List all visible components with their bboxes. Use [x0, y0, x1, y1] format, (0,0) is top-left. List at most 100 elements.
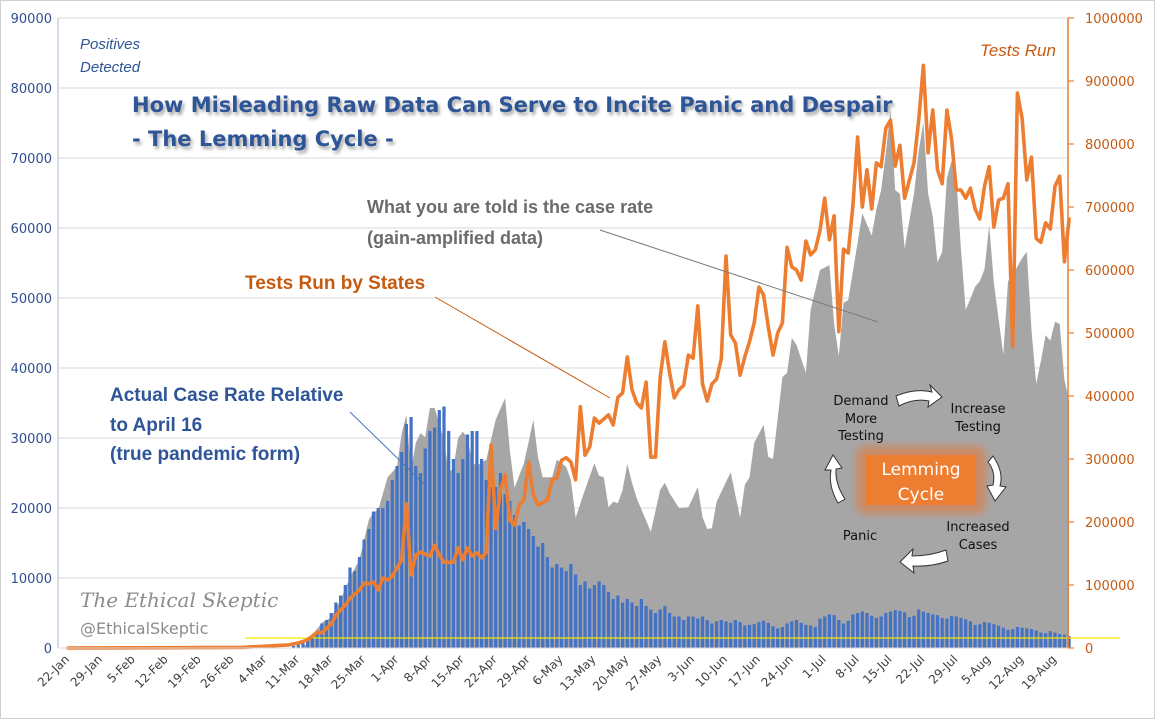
case-bar — [527, 529, 531, 648]
case-bar — [428, 431, 432, 648]
right-tick-label: 300000 — [1085, 453, 1135, 468]
case-bar — [480, 459, 484, 648]
cycle-demand-line3: Testing — [837, 429, 884, 444]
case-bar — [992, 624, 996, 648]
left-tick-label: 30000 — [11, 432, 52, 447]
case-bar — [616, 595, 620, 648]
case-bar — [574, 574, 578, 648]
case-bar — [545, 557, 549, 648]
case-bar — [583, 581, 587, 648]
x-tick-label: 22-Apr — [462, 652, 500, 690]
case-bar — [494, 487, 498, 648]
case-bar — [912, 615, 916, 648]
case-bar — [606, 592, 611, 648]
x-tick-label: 22-Jul — [893, 652, 927, 686]
case-bar — [978, 624, 982, 648]
case-bar — [517, 525, 521, 648]
case-bar — [658, 609, 662, 648]
chart-title: How Misleading Raw Data Can Serve to Inc… — [132, 93, 893, 117]
case-bar — [870, 615, 874, 648]
x-tick-label: 17-Jun — [726, 652, 763, 689]
case-bar — [621, 602, 625, 648]
case-bar — [343, 585, 347, 648]
case-bar — [804, 624, 808, 648]
watermark-handle: @EthicalSkeptic — [80, 619, 208, 638]
left-tick-label: 60000 — [11, 222, 52, 237]
left-tick-label: 40000 — [11, 362, 52, 377]
case-bar — [339, 595, 343, 648]
case-bar — [672, 616, 676, 648]
case-bar — [700, 616, 705, 648]
case-bar — [348, 567, 352, 648]
left-tick-label: 10000 — [11, 572, 52, 587]
case-bar — [799, 622, 803, 648]
x-tick-label: 10-Jun — [693, 652, 730, 689]
case-bar — [818, 618, 822, 648]
left-tick-label: 0 — [44, 642, 52, 657]
case-bar — [635, 606, 639, 648]
case-bar — [903, 612, 907, 648]
right-tick-label: 1000000 — [1085, 12, 1143, 27]
case-bar — [588, 588, 592, 648]
case-bar — [729, 622, 733, 648]
x-tick-label: 22-Jan — [35, 652, 72, 689]
case-bar — [578, 585, 582, 648]
gray-annotation-line1: What you are told is the case rate — [367, 197, 653, 217]
gray-area — [68, 109, 1070, 648]
x-tick-label: 29-Jan — [68, 652, 105, 689]
case-bar — [1044, 633, 1048, 648]
case-bar — [879, 616, 883, 648]
case-bar — [954, 616, 958, 648]
case-bar — [696, 618, 700, 648]
watermark-name: The Ethical Skeptic — [80, 588, 278, 612]
left-axis-title-line2: Detected — [80, 59, 141, 76]
case-bar — [310, 637, 314, 648]
cycle-cases-line2: Cases — [959, 538, 998, 553]
lemming-cycle: Lemming Cycle Demand More Testing Increa… — [824, 383, 1010, 575]
case-bar — [724, 621, 728, 648]
case-bar — [602, 585, 606, 648]
case-bar — [315, 630, 319, 648]
case-bar — [865, 613, 869, 648]
orange-line-series — [66, 63, 1071, 650]
case-bar — [597, 581, 601, 648]
case-bar — [832, 615, 836, 648]
case-bar — [856, 613, 860, 648]
case-bar — [917, 609, 921, 648]
x-tick-label: 1-Apr — [368, 652, 401, 685]
case-bar — [668, 613, 672, 648]
case-bar — [296, 644, 300, 648]
case-bar — [686, 616, 690, 648]
case-bar — [329, 613, 333, 648]
x-tick-label: 19-Aug — [1019, 652, 1059, 692]
case-bar — [324, 620, 329, 648]
case-bar — [705, 620, 709, 648]
case-bar — [874, 617, 878, 648]
cycle-box — [866, 455, 976, 505]
cycle-cases-line1: Increased — [946, 520, 1009, 535]
case-bar — [475, 431, 479, 648]
case-bar — [1006, 629, 1010, 648]
case-bar — [362, 539, 366, 648]
x-tick-label: 18-Mar — [296, 652, 336, 692]
x-tick-label: 15-Apr — [429, 652, 467, 690]
case-bar — [447, 431, 451, 648]
case-bar — [484, 480, 488, 648]
case-bar — [893, 610, 897, 648]
case-bar — [625, 599, 629, 648]
case-bar — [757, 622, 761, 648]
case-bar — [766, 622, 770, 648]
blue-bar-series — [292, 406, 1071, 648]
case-bar — [860, 611, 864, 648]
case-bar — [715, 621, 719, 648]
cycle-increase-line2: Testing — [954, 420, 1001, 435]
case-bar — [837, 620, 841, 648]
case-bar — [1039, 632, 1043, 648]
case-bar — [738, 622, 742, 648]
left-tick-label: 20000 — [11, 502, 52, 517]
case-bar — [536, 546, 540, 648]
blue-annotation-line3: (true pandemic form) — [110, 444, 300, 465]
case-bar — [762, 620, 766, 648]
case-bar — [630, 602, 634, 648]
cycle-label-line2: Cycle — [898, 485, 944, 505]
